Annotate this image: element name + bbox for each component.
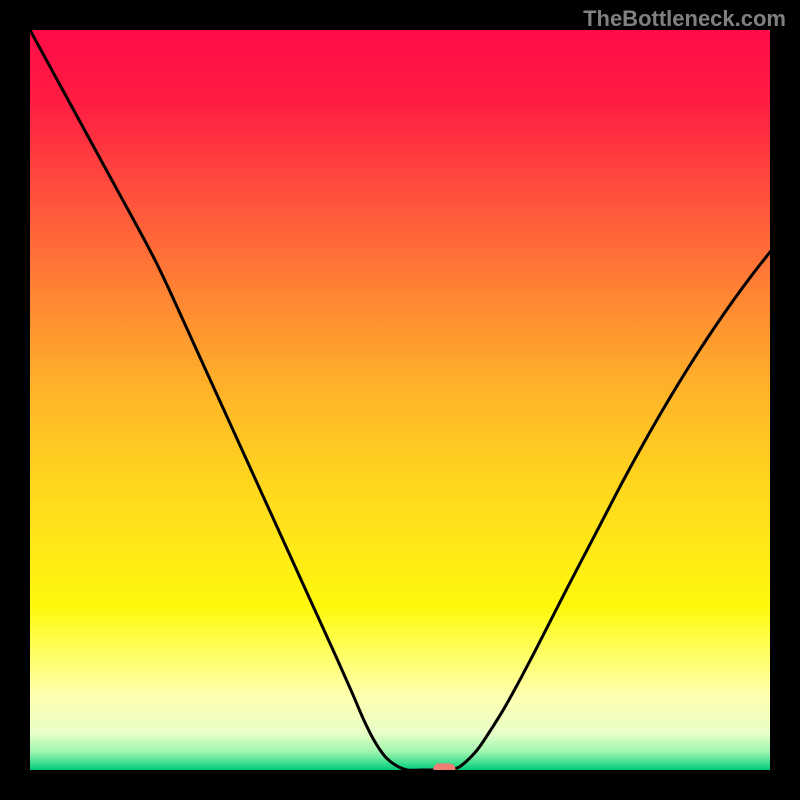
chart-background <box>30 30 770 770</box>
watermark-text: TheBottleneck.com <box>583 6 786 32</box>
bottleneck-chart <box>30 30 770 770</box>
optimal-point-marker <box>433 763 455 770</box>
